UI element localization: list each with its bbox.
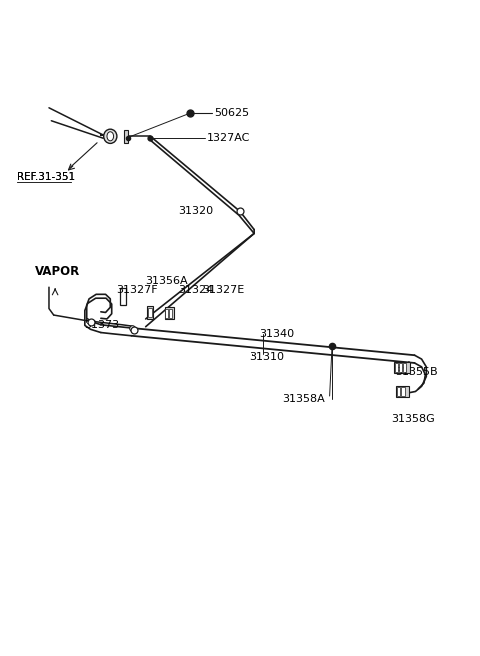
Text: 31340: 31340 bbox=[259, 329, 294, 339]
Text: 50625: 50625 bbox=[214, 108, 249, 118]
Bar bbox=[146, 306, 153, 319]
Text: 31358G: 31358G bbox=[391, 414, 435, 424]
Bar bbox=[395, 363, 398, 372]
Bar bbox=[396, 386, 409, 398]
Bar bbox=[397, 387, 400, 396]
Text: 31320: 31320 bbox=[179, 207, 214, 216]
Text: REF.31-351: REF.31-351 bbox=[17, 172, 75, 182]
Bar bbox=[147, 308, 152, 317]
Text: REF.31-351: REF.31-351 bbox=[17, 172, 75, 182]
Bar bbox=[165, 307, 174, 319]
Bar bbox=[169, 308, 172, 318]
Text: 31358A: 31358A bbox=[282, 394, 325, 404]
Text: 31327E: 31327E bbox=[202, 285, 244, 295]
Bar bbox=[394, 361, 410, 373]
Bar bbox=[120, 289, 126, 304]
Text: VAPOR: VAPOR bbox=[35, 264, 80, 277]
Bar bbox=[401, 387, 405, 396]
Text: 31373: 31373 bbox=[84, 319, 120, 330]
Text: 31327F: 31327F bbox=[117, 285, 158, 295]
Text: 31324: 31324 bbox=[178, 285, 213, 295]
Ellipse shape bbox=[104, 129, 117, 144]
Text: 31355B: 31355B bbox=[395, 367, 437, 377]
Bar bbox=[403, 363, 407, 372]
Text: 31310: 31310 bbox=[250, 352, 285, 362]
Text: 1327AC: 1327AC bbox=[207, 133, 251, 143]
Circle shape bbox=[107, 132, 114, 141]
Bar bbox=[124, 130, 128, 143]
Bar bbox=[399, 363, 402, 372]
Bar bbox=[166, 308, 168, 318]
Text: 31356A: 31356A bbox=[145, 276, 187, 287]
